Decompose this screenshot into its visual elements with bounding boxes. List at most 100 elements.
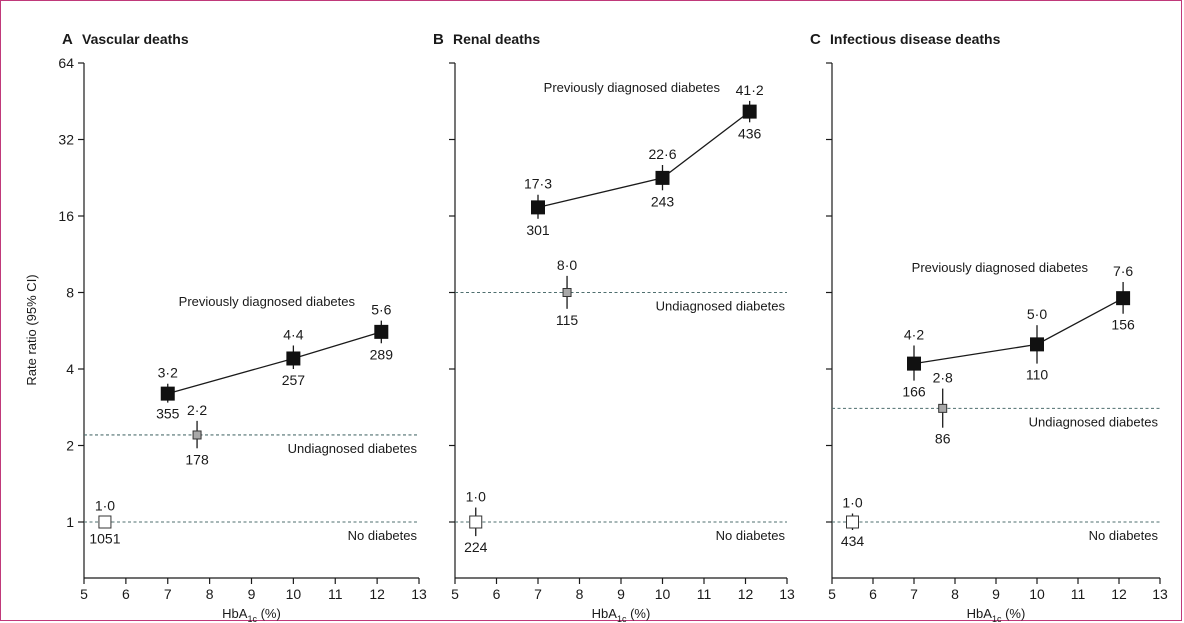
- x-tick-label: 7: [534, 586, 542, 602]
- x-tick-label: 13: [411, 586, 427, 602]
- data-n-label: 355: [156, 406, 180, 422]
- x-tick-label: 6: [122, 586, 130, 602]
- data-value-label: 2·2: [187, 402, 207, 418]
- series-line: [913, 297, 1124, 365]
- y-tick-label: 8: [66, 285, 74, 301]
- panel-letter: A: [62, 31, 73, 48]
- data-point-marker: [531, 200, 545, 215]
- data-value-label: 1·0: [95, 498, 115, 514]
- x-tick-label: 10: [286, 586, 302, 602]
- reference-line-label: Undiagnosed diabetes: [288, 441, 418, 456]
- data-n-label: 434: [841, 533, 865, 549]
- panel-c: C Infectious disease deaths 5 6 7 8 9 10 11 12 13 H…: [810, 31, 1168, 623]
- x-tick-label: 8: [206, 586, 214, 602]
- panel-b: B Renal deaths 5 6 7 8 9 10 11 12 13 HbA1c (%) Undia…: [433, 31, 795, 623]
- data-value-label: 17·3: [524, 176, 552, 192]
- panel-title: Renal deaths: [453, 31, 540, 47]
- data-point-marker: [742, 104, 757, 119]
- data-point-marker: [98, 515, 112, 529]
- y-tick-label: 2: [66, 438, 74, 454]
- y-axis-label: Rate ratio (95% CI): [24, 274, 39, 385]
- data-n-label: 166: [902, 384, 926, 400]
- data-n-label: 86: [935, 431, 951, 447]
- data-n-label: 301: [526, 222, 550, 238]
- data-value-label: 1·0: [842, 495, 862, 511]
- reference-line-label: No diabetes: [716, 528, 786, 543]
- data-n-label: 156: [1111, 317, 1135, 333]
- series-line: [537, 111, 751, 209]
- x-tick-label: 13: [779, 586, 795, 602]
- panel-letter: C: [810, 31, 821, 48]
- data-point-marker: [655, 170, 670, 185]
- x-tick-label: 11: [1071, 586, 1086, 602]
- data-n-label: 257: [282, 372, 306, 388]
- panel-letter: B: [433, 31, 444, 48]
- x-tick-label: 11: [328, 586, 343, 602]
- data-n-label: 289: [370, 346, 394, 362]
- data-value-label: 4·4: [283, 326, 303, 342]
- reference-line-label: Undiagnosed diabetes: [1029, 414, 1159, 429]
- reference-line-label: No diabetes: [348, 528, 418, 543]
- data-n-label: 224: [464, 539, 488, 555]
- data-point-marker: [469, 515, 483, 529]
- y-tick-label: 1: [66, 514, 74, 530]
- x-axis-label: HbA1c (%): [967, 606, 1026, 623]
- x-tick-label: 5: [451, 586, 459, 602]
- x-tick-label: 6: [493, 586, 501, 602]
- data-n-label: 1051: [89, 531, 120, 547]
- data-point-marker: [1030, 337, 1044, 352]
- data-point-marker: [907, 356, 921, 371]
- data-value-label: 3·2: [158, 365, 178, 381]
- data-value-label: 2·8: [933, 370, 953, 386]
- data-n-label: 110: [1026, 367, 1049, 383]
- series-line: [167, 331, 382, 395]
- data-point-marker: [192, 430, 202, 440]
- x-tick-label: 10: [1029, 586, 1045, 602]
- y-tick-label: 16: [58, 208, 74, 224]
- x-tick-label: 8: [576, 586, 584, 602]
- x-tick-label: 6: [869, 586, 877, 602]
- x-tick-label: 9: [992, 586, 1000, 602]
- data-point-marker: [374, 324, 389, 339]
- data-value-label: 41·2: [736, 82, 764, 98]
- y-tick-label: 64: [58, 55, 74, 71]
- series-label: Previously diagnosed diabetes: [544, 80, 721, 95]
- reference-line-label: Undiagnosed diabetes: [656, 299, 786, 314]
- data-value-label: 22·6: [648, 146, 676, 162]
- x-axis-label: HbA1c (%): [592, 606, 651, 623]
- data-point-marker: [1116, 291, 1131, 306]
- x-tick-label: 12: [738, 586, 754, 602]
- x-tick-label: 7: [164, 586, 172, 602]
- x-tick-label: 5: [828, 586, 836, 602]
- data-value-label: 8·0: [557, 257, 577, 273]
- data-n-label: 115: [556, 312, 579, 328]
- x-tick-label: 9: [248, 586, 256, 602]
- data-n-label: 243: [651, 193, 675, 209]
- series-label: Previously diagnosed diabetes: [179, 294, 356, 309]
- data-n-label: 178: [185, 451, 209, 467]
- data-point-marker: [938, 403, 948, 413]
- panel-title: Infectious disease deaths: [830, 31, 1001, 47]
- x-tick-label: 12: [369, 586, 385, 602]
- data-n-label: 436: [738, 125, 762, 141]
- data-value-label: 1·0: [466, 489, 486, 505]
- data-point-marker: [160, 386, 175, 401]
- series-label: Previously diagnosed diabetes: [912, 260, 1089, 275]
- data-value-label: 7·6: [1113, 263, 1133, 279]
- data-point-marker: [286, 351, 301, 366]
- y-tick-label: 32: [58, 132, 74, 148]
- x-tick-label: 12: [1111, 586, 1127, 602]
- x-tick-label: 9: [617, 586, 625, 602]
- x-tick-label: 5: [80, 586, 88, 602]
- data-value-label: 5·0: [1027, 306, 1047, 322]
- reference-line-label: No diabetes: [1089, 528, 1159, 543]
- x-tick-label: 13: [1152, 586, 1168, 602]
- data-point-marker: [846, 515, 859, 529]
- x-tick-label: 7: [910, 586, 918, 602]
- x-tick-label: 10: [655, 586, 671, 602]
- panel-title: Vascular deaths: [82, 31, 189, 47]
